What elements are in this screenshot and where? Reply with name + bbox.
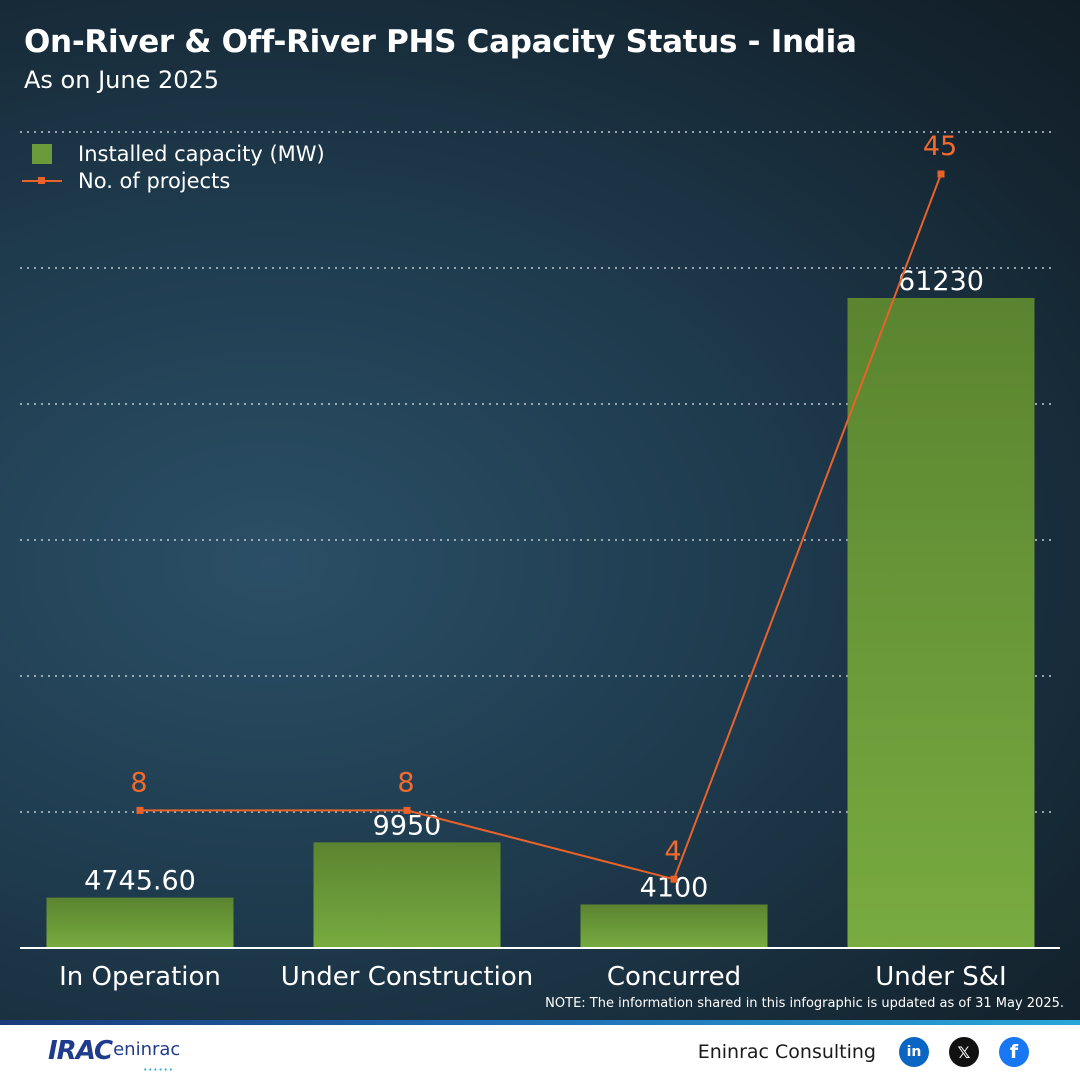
legend-line-swatch: [22, 173, 62, 189]
linkedin-icon[interactable]: in: [899, 1037, 929, 1067]
legend-bar-label: Installed capacity (MW): [78, 142, 325, 166]
chart-title: On-River & Off-River PHS Capacity Status…: [24, 24, 857, 60]
update-note: NOTE: The information shared in this inf…: [545, 996, 1064, 1011]
category-label: In Operation: [59, 962, 221, 992]
x-icon[interactable]: 𝕏: [949, 1037, 979, 1067]
projects-value-label: 8: [397, 767, 414, 798]
bar-value-label: 9950: [373, 810, 442, 841]
footer: IRAC eninrac Eninrac Consulting in 𝕏 f: [0, 1025, 1080, 1083]
bar-3: [580, 904, 768, 948]
projects-point-2: [403, 806, 411, 814]
legend-line-label: No. of projects: [78, 169, 231, 193]
bar-4: [847, 298, 1035, 948]
logo-wordmark: eninrac: [113, 1037, 180, 1083]
category-label: Under Construction: [281, 962, 534, 992]
legend-item-capacity: Installed capacity (MW): [22, 142, 325, 166]
projects-line: [140, 173, 942, 881]
footer-stripe: [0, 1020, 1080, 1025]
eninrac-logo: IRAC eninrac: [48, 1036, 180, 1083]
chart-panel: 4745.60 9950 4100 61230 In Operation Under Co…: [0, 0, 1080, 1022]
legend-item-projects: No. of projects: [22, 169, 230, 193]
projects-value-label: 8: [130, 767, 147, 798]
facebook-icon[interactable]: f: [999, 1037, 1029, 1067]
bar-2: [313, 842, 501, 948]
category-label: Under S&I: [875, 962, 1006, 992]
bar-value-label: 4745.60: [84, 866, 196, 897]
projects-point-4: [937, 170, 945, 178]
bar-value-label: 61230: [898, 266, 984, 297]
chart-subtitle: As on June 2025: [24, 66, 220, 94]
category-label: Concurred: [607, 962, 741, 992]
projects-point-1: [136, 806, 144, 814]
projects-value-label: 45: [923, 131, 957, 162]
bar-1: [46, 897, 234, 948]
projects-value-label: 4: [664, 836, 681, 867]
projects-point-3: [670, 875, 678, 883]
logo-mark: IRAC: [48, 1036, 113, 1066]
brand-name: Eninrac Consulting: [697, 1041, 876, 1063]
legend-bar-swatch: [32, 144, 52, 164]
